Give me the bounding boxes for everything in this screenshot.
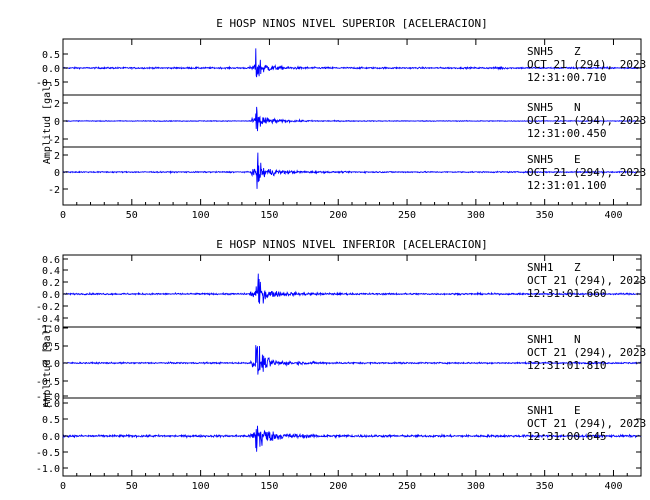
waveform-snh5-n xyxy=(62,106,642,132)
y-tick-label: -0.5 xyxy=(36,377,60,388)
waveform-snh1-n xyxy=(62,345,642,375)
y-tick-label: -2 xyxy=(48,185,60,196)
time-label: 12:31:00.450 xyxy=(527,127,606,140)
y-tick-label: 1.0 xyxy=(42,324,60,335)
y-tick-label: 0.5 xyxy=(42,415,60,426)
y-tick-label: 0.0 xyxy=(42,432,60,443)
station-label: SNH5 xyxy=(527,153,554,166)
x-tick-label: 150 xyxy=(260,481,278,492)
date-label: OCT 21 (294), 2023 xyxy=(527,274,646,287)
component-label: N xyxy=(574,333,581,346)
y-tick-label: -2 xyxy=(48,135,60,146)
y-tick-label: -0.5 xyxy=(36,448,60,459)
x-tick-label: 300 xyxy=(467,210,485,221)
date-label: OCT 21 (294), 2023 xyxy=(527,166,646,179)
y-tick-label: 0.5 xyxy=(42,342,60,353)
date-label: OCT 21 (294), 2023 xyxy=(527,114,646,127)
y-axis-label: Amplitud [gal] xyxy=(42,323,53,407)
x-tick-label: 200 xyxy=(329,210,347,221)
x-tick-label: 400 xyxy=(604,481,622,492)
chart-title: E HOSP NINOS NIVEL INFERIOR [ACELERACION… xyxy=(216,238,488,251)
x-tick-label: 100 xyxy=(192,481,210,492)
date-label: OCT 21 (294), 2023 xyxy=(527,417,646,430)
station-label: SNH1 xyxy=(527,404,554,417)
x-tick-label: 200 xyxy=(329,481,347,492)
time-label: 12:31:00.645 xyxy=(527,430,606,443)
waveform-snh5-z xyxy=(62,48,642,78)
time-label: 12:31:01.660 xyxy=(527,287,606,300)
y-tick-label: 2 xyxy=(54,151,60,162)
station-label: SNH1 xyxy=(527,261,554,274)
waveform-snh1-z xyxy=(62,273,642,304)
waveform-snh1-e xyxy=(62,425,642,452)
x-tick-label: 50 xyxy=(126,481,138,492)
y-tick-label: 0.0 xyxy=(42,290,60,301)
y-tick-label: 0.5 xyxy=(42,50,60,61)
x-tick-label: 250 xyxy=(398,210,416,221)
x-tick-label: 0 xyxy=(60,481,66,492)
date-label: OCT 21 (294), 2023 xyxy=(527,346,646,359)
y-axis-label: Amplitud [gal] xyxy=(42,80,53,164)
time-label: 12:31:01.810 xyxy=(527,359,606,372)
x-tick-label: 300 xyxy=(467,481,485,492)
x-tick-label: 50 xyxy=(126,210,138,221)
station-label: SNH1 xyxy=(527,333,554,346)
date-label: OCT 21 (294), 2023 xyxy=(527,58,646,71)
y-tick-label: 1.0 xyxy=(42,399,60,410)
y-tick-label: 0.0 xyxy=(42,64,60,75)
station-label: SNH5 xyxy=(527,45,554,58)
time-label: 12:31:01.100 xyxy=(527,179,606,192)
x-tick-label: 250 xyxy=(398,481,416,492)
component-label: E xyxy=(574,404,581,417)
chart-title: E HOSP NINOS NIVEL SUPERIOR [ACELERACION… xyxy=(216,17,488,30)
station-label: SNH5 xyxy=(527,101,554,114)
component-label: Z xyxy=(574,261,581,274)
x-tick-label: 150 xyxy=(260,210,278,221)
y-tick-label: 0.4 xyxy=(42,266,60,277)
component-label: N xyxy=(574,101,581,114)
y-tick-label: -0.2 xyxy=(36,302,60,313)
y-tick-label: 0.2 xyxy=(42,278,60,289)
x-tick-label: 400 xyxy=(604,210,622,221)
y-tick-label: 0.6 xyxy=(42,255,60,266)
y-tick-label: 0.0 xyxy=(42,359,60,370)
x-tick-label: 350 xyxy=(536,481,554,492)
component-label: Z xyxy=(574,45,581,58)
waveform-snh5-e xyxy=(62,152,642,189)
y-tick-label: -1.0 xyxy=(36,392,60,403)
y-tick-label: -1.0 xyxy=(36,464,60,475)
y-tick-label: 0 xyxy=(54,168,60,179)
y-tick-label: -0.5 xyxy=(36,78,60,89)
x-tick-label: 0 xyxy=(60,210,66,221)
time-label: 12:31:00.710 xyxy=(527,71,606,84)
component-label: E xyxy=(574,153,581,166)
y-tick-label: 0 xyxy=(54,117,60,128)
x-tick-label: 350 xyxy=(536,210,554,221)
y-tick-label: -0.4 xyxy=(36,314,60,325)
x-tick-label: 100 xyxy=(192,210,210,221)
y-tick-label: 2 xyxy=(54,99,60,110)
